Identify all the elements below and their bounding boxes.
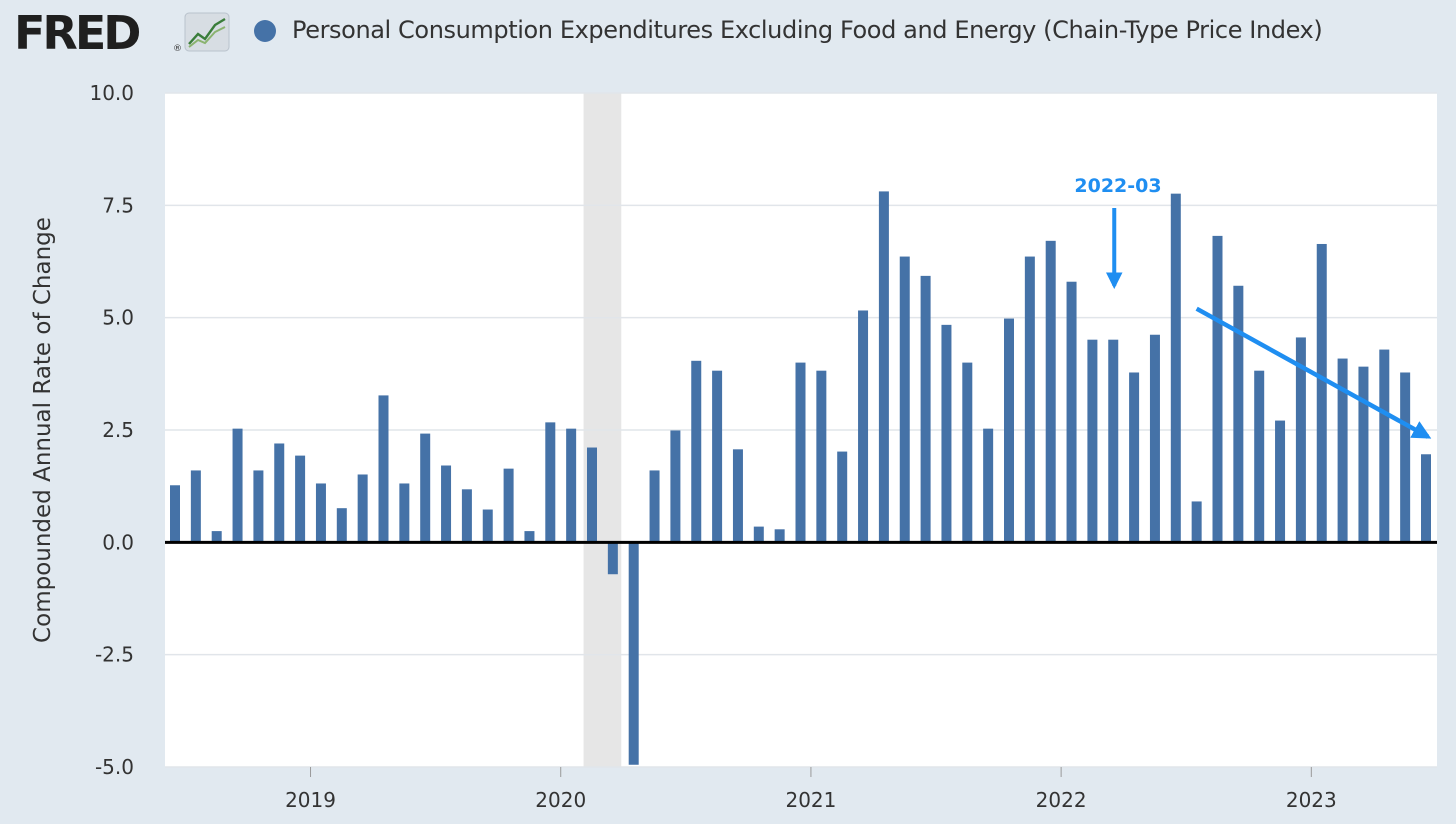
bar-2021-10[interactable] (1004, 318, 1014, 543)
bar-2020-12[interactable] (795, 362, 806, 543)
bar-2020-07[interactable] (691, 360, 702, 543)
bar-2019-07[interactable] (441, 465, 452, 543)
bar-2022-11[interactable] (1275, 420, 1286, 543)
bar-2021-03[interactable] (858, 310, 869, 543)
x-tick-label: 2021 (785, 788, 836, 812)
bar-2018-10[interactable] (253, 470, 264, 543)
x-tick-label: 2023 (1286, 788, 1337, 812)
registered-mark: ® (173, 44, 182, 54)
bar-2018-06[interactable] (170, 485, 180, 543)
legend-marker (254, 20, 276, 42)
bar-2020-01[interactable] (566, 428, 577, 543)
y-tick-label: 7.5 (102, 193, 134, 217)
bar-2020-05[interactable] (649, 470, 660, 543)
fred-logo[interactable]: FRED (14, 6, 141, 60)
bar-2018-08[interactable] (211, 531, 222, 543)
bar-2018-07[interactable] (190, 470, 201, 543)
line-chart-icon (184, 12, 230, 52)
y-tick-label: 10.0 (89, 81, 134, 105)
bar-2020-02[interactable] (587, 447, 597, 543)
bar-2020-11[interactable] (774, 529, 785, 543)
annotation-label: 2022-03 (1074, 175, 1161, 197)
bar-2023-03[interactable] (1358, 366, 1369, 543)
bar-2019-05[interactable] (399, 483, 410, 543)
bar-2022-09[interactable] (1233, 285, 1244, 543)
bar-2022-08[interactable] (1212, 235, 1223, 543)
bar-2019-10[interactable] (503, 468, 514, 543)
x-tick-label: 2022 (1036, 788, 1087, 812)
bar-2019-12[interactable] (545, 422, 556, 543)
x-axis-ticks: 2019 2020 2021 2022 2023 (285, 767, 1337, 812)
bar-2021-01[interactable] (816, 370, 827, 543)
bar-2020-04[interactable] (628, 542, 639, 765)
bar-2022-12[interactable] (1295, 337, 1306, 543)
x-tick-label: 2020 (535, 788, 586, 812)
bar-2022-02[interactable] (1087, 339, 1098, 543)
bar-2023-05[interactable] (1400, 372, 1411, 543)
annotations: 2022-03 (1073, 174, 1432, 439)
bar-2019-01[interactable] (315, 483, 326, 543)
bar-2018-12[interactable] (295, 455, 306, 543)
y-tick-label: 5.0 (102, 306, 134, 330)
bar-2019-11[interactable] (524, 531, 535, 543)
bar-2022-01[interactable] (1066, 281, 1077, 543)
bar-2018-11[interactable] (274, 443, 285, 543)
bar-2020-06[interactable] (670, 430, 681, 543)
bar-series (170, 191, 1431, 765)
chart-header: FRED ® Personal Consumption Expenditures… (0, 0, 1456, 66)
bar-2022-04[interactable] (1129, 372, 1140, 543)
y-tick-label: 2.5 (102, 418, 134, 442)
bar-2019-03[interactable] (357, 474, 368, 543)
bar-2019-08[interactable] (461, 489, 472, 543)
bar-2018-09[interactable] (232, 428, 243, 543)
bar-2023-06[interactable] (1421, 454, 1431, 543)
bar-2022-10[interactable] (1254, 370, 1265, 543)
bar-2019-09[interactable] (482, 509, 493, 543)
bar-2022-07[interactable] (1191, 501, 1202, 543)
bar-2020-10[interactable] (753, 526, 764, 543)
bar-2023-04[interactable] (1379, 349, 1390, 543)
bar-2019-04[interactable] (378, 395, 389, 543)
bar-2019-06[interactable] (420, 433, 431, 543)
bar-2021-12[interactable] (1045, 240, 1056, 543)
bar-2021-06[interactable] (920, 275, 931, 543)
x-tick-label: 2019 (285, 788, 336, 812)
bar-2023-01[interactable] (1316, 243, 1327, 543)
bar-2021-04[interactable] (878, 191, 889, 543)
y-tick-label: -5.0 (95, 755, 134, 779)
bar-2021-09[interactable] (983, 428, 994, 543)
bar-2022-03[interactable] (1108, 339, 1119, 543)
bar-2022-05[interactable] (1149, 334, 1160, 543)
y-tick-label: -2.5 (95, 643, 134, 667)
bar-2021-07[interactable] (941, 324, 952, 543)
bar-2021-08[interactable] (962, 362, 973, 543)
trend-arrow (1195, 306, 1432, 439)
bar-2019-02[interactable] (336, 508, 347, 543)
y-axis-ticks: 10.0 7.5 5.0 2.5 0.0 -2.5 -5.0 (89, 81, 134, 779)
y-tick-label: 0.0 (102, 530, 134, 554)
y-axis-label: Compounded Annual Rate of Change (30, 217, 56, 643)
bar-2020-03[interactable] (607, 542, 618, 575)
bar-2021-11[interactable] (1024, 256, 1035, 543)
bar-2021-05[interactable] (899, 256, 910, 543)
bar-2021-02[interactable] (837, 451, 848, 543)
chart-title: Personal Consumption Expenditures Exclud… (292, 16, 1323, 44)
bar-2020-08[interactable] (712, 370, 723, 543)
bar-2020-09[interactable] (732, 449, 743, 543)
bar-2023-02[interactable] (1337, 358, 1348, 543)
bar-2022-06[interactable] (1170, 193, 1181, 543)
